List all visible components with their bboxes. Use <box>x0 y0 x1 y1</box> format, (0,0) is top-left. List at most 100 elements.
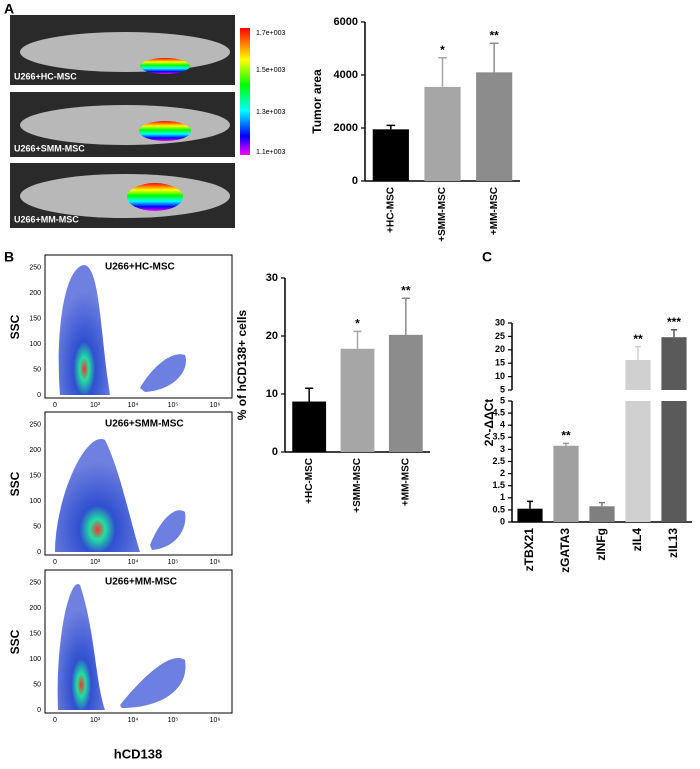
y-tick-label: 150 <box>29 630 41 637</box>
y-tick-label: 150 <box>29 315 41 322</box>
error-bar <box>634 345 642 360</box>
significance: * <box>440 43 445 57</box>
y-tick-label: 200 <box>29 290 41 297</box>
bar <box>589 506 615 522</box>
x-tick-label: +SMM-MSC <box>437 187 448 242</box>
y-tick-label: 250 <box>29 264 41 271</box>
error-bar <box>489 42 499 73</box>
x-tick-label: 0 <box>53 559 57 566</box>
bar <box>625 401 651 522</box>
y-tick-label: 4 <box>500 420 505 430</box>
error-bar <box>305 387 314 402</box>
colorbar-label: 1.3e+003 <box>256 109 285 116</box>
significance: ** <box>561 429 571 443</box>
y-tick-label: 0 <box>37 707 41 714</box>
x-tick-label: 10⁶ <box>210 559 221 566</box>
y-tick-label: 10 <box>495 371 505 381</box>
x-tick-label: +MM-MSC <box>489 187 500 235</box>
y-tick-label: 0 <box>272 446 278 458</box>
image-label: U266+SMM-MSC <box>14 143 85 153</box>
bar <box>625 359 651 390</box>
y-tick-label: 0.5 <box>492 504 505 514</box>
error-bar <box>353 330 362 349</box>
x-tick-label: 0 <box>53 717 57 724</box>
y-tick-label: 30 <box>495 317 505 327</box>
axis-label: SSC <box>8 471 22 496</box>
y-tick-label: 50 <box>33 681 41 688</box>
x-tick-label: 10³ <box>90 402 101 409</box>
y-tick-label: 6000 <box>334 16 358 28</box>
bar <box>372 129 409 181</box>
y-axis-label: Tumor area <box>310 69 324 134</box>
significance: * <box>355 317 360 331</box>
flow-plot <box>44 411 233 556</box>
colorbar-label: 1.1e+003 <box>256 149 285 156</box>
y-tick-label: 10 <box>266 388 278 400</box>
axis-label: SSC <box>8 629 22 654</box>
bar <box>661 337 687 390</box>
bar <box>476 72 513 181</box>
x-tick-label: 10³ <box>90 559 101 566</box>
error-bar <box>386 124 396 130</box>
y-tick-label: 150 <box>29 472 41 479</box>
fish-image <box>10 92 235 157</box>
image-label: U266+MM-MSC <box>105 577 177 588</box>
image-label: U266+HC-MSC <box>105 262 175 273</box>
y-axis-label: 2^-ΔΔCt <box>482 399 496 447</box>
fish-image <box>10 163 235 228</box>
x-tick-label: +MM-MSC <box>400 458 411 506</box>
y-tick-label: 20 <box>495 344 505 354</box>
x-tick-label: 10⁴ <box>128 717 139 724</box>
x-tick-label: +SMM-MSC <box>352 458 363 513</box>
y-tick-label: 250 <box>29 421 41 428</box>
flow-plot <box>44 569 233 714</box>
y-tick-label: 1 <box>500 492 505 502</box>
colorbar <box>240 28 250 155</box>
y-tick-label: 200 <box>29 605 41 612</box>
y-tick-label: 2000 <box>334 122 358 134</box>
error-bar <box>401 297 410 335</box>
panel-letter: A <box>4 1 14 17</box>
y-tick-label: 4000 <box>334 69 358 81</box>
image-label: U266+MM-MSC <box>14 214 79 224</box>
fish-images <box>10 15 250 228</box>
error-bar <box>562 442 570 446</box>
y-tick-label: 2 <box>500 468 505 478</box>
x-tick-label: 0 <box>53 402 57 409</box>
y-tick-label: 0 <box>37 392 41 399</box>
y-tick-label: 1.5 <box>492 480 505 490</box>
error-bar <box>670 328 678 338</box>
axis-label: SSC <box>8 314 22 339</box>
error-bar <box>438 57 447 87</box>
y-tick-label: 4.5 <box>492 407 505 417</box>
y-tick-label: 100 <box>29 498 41 505</box>
bar <box>424 86 461 181</box>
y-tick-label: 200 <box>29 447 41 454</box>
y-tick-label: 30 <box>266 272 278 284</box>
bar <box>340 348 375 452</box>
bar <box>517 508 543 522</box>
y-tick-label: 25 <box>495 331 505 341</box>
error-bar <box>526 500 534 509</box>
y-tick-label: 20 <box>266 330 278 342</box>
axis-label: hCD138 <box>114 746 162 761</box>
error-bar <box>598 501 606 507</box>
y-tick-label: 50 <box>33 523 41 530</box>
y-tick-label: 5 <box>500 384 505 394</box>
x-tick-label: 10⁶ <box>210 717 221 724</box>
y-tick-label: 0 <box>37 549 41 556</box>
colorbar-label: 1.7e+003 <box>256 30 285 37</box>
y-tick-label: 0 <box>500 516 505 526</box>
y-axis-label: % of hCD138+ cells <box>235 309 249 420</box>
significance: *** <box>667 315 681 329</box>
significance: ** <box>401 283 411 297</box>
flow-plots <box>44 254 233 714</box>
y-tick-label: 3 <box>500 444 505 454</box>
x-tick-label: 10⁴ <box>128 559 139 566</box>
y-tick-label: 250 <box>29 579 41 586</box>
x-tick-label: +HC-MSC <box>304 458 315 504</box>
x-tick-label: 10⁶ <box>210 402 221 409</box>
x-tick-label: 10⁵ <box>168 717 179 724</box>
y-tick-label: 100 <box>29 341 41 348</box>
